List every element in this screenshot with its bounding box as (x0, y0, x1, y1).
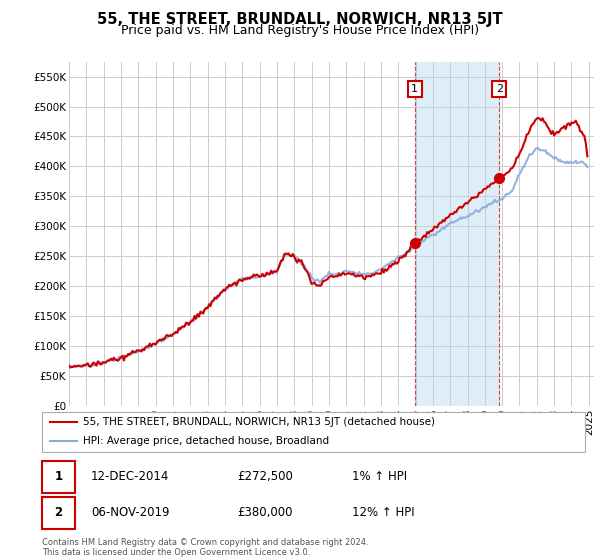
Bar (415, 62, 499, 406)
Text: 2: 2 (496, 84, 503, 94)
Text: £272,500: £272,500 (238, 470, 293, 483)
Text: £380,000: £380,000 (238, 506, 293, 519)
Text: Price paid vs. HM Land Registry's House Price Index (HPI): Price paid vs. HM Land Registry's House … (121, 24, 479, 36)
Text: 1: 1 (54, 470, 62, 483)
Text: 55, THE STREET, BRUNDALL, NORWICH, NR13 5JT (detached house): 55, THE STREET, BRUNDALL, NORWICH, NR13 … (83, 417, 435, 427)
Text: 06-NOV-2019: 06-NOV-2019 (91, 506, 169, 519)
Text: 2: 2 (54, 506, 62, 519)
Text: 1: 1 (412, 84, 418, 94)
Text: Contains HM Land Registry data © Crown copyright and database right 2024.
This d: Contains HM Land Registry data © Crown c… (42, 538, 368, 557)
FancyBboxPatch shape (42, 412, 585, 452)
Text: 55, THE STREET, BRUNDALL, NORWICH, NR13 5JT: 55, THE STREET, BRUNDALL, NORWICH, NR13 … (97, 12, 503, 27)
Text: 12-DEC-2014: 12-DEC-2014 (91, 470, 169, 483)
Text: 12% ↑ HPI: 12% ↑ HPI (352, 506, 414, 519)
Text: HPI: Average price, detached house, Broadland: HPI: Average price, detached house, Broa… (83, 436, 329, 446)
Text: 1% ↑ HPI: 1% ↑ HPI (352, 470, 407, 483)
FancyBboxPatch shape (42, 461, 74, 493)
FancyBboxPatch shape (42, 497, 74, 529)
